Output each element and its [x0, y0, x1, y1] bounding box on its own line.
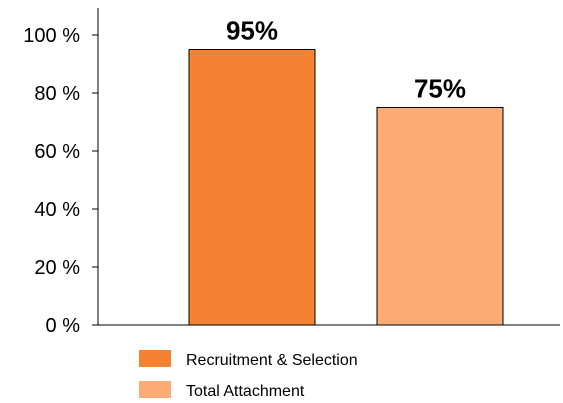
data-label: 75%: [414, 74, 466, 104]
legend-label: Total Attachment: [186, 383, 305, 400]
y-axis-ticks: 0 % 20 % 40 % 60 % 80 % 100 %: [23, 25, 98, 337]
legend: Recruitment & Selection Total Attachment: [139, 350, 358, 400]
legend-swatch: [139, 350, 171, 367]
y-tick-label: 0 %: [46, 315, 81, 337]
bar-total-attachment: [376, 107, 504, 326]
y-tick-label: 80 %: [34, 83, 80, 105]
y-tick-label: 20 %: [34, 257, 80, 279]
data-labels: 95% 75%: [226, 16, 466, 104]
y-tick-label: 40 %: [34, 199, 80, 221]
y-tick-label: 100 %: [23, 25, 80, 47]
legend-swatch: [139, 381, 171, 398]
bar-recruitment-selection: [188, 49, 316, 326]
legend-label: Recruitment & Selection: [186, 352, 358, 369]
y-tick-label: 60 %: [34, 141, 80, 163]
bars: [188, 49, 504, 326]
data-label: 95%: [226, 16, 278, 46]
